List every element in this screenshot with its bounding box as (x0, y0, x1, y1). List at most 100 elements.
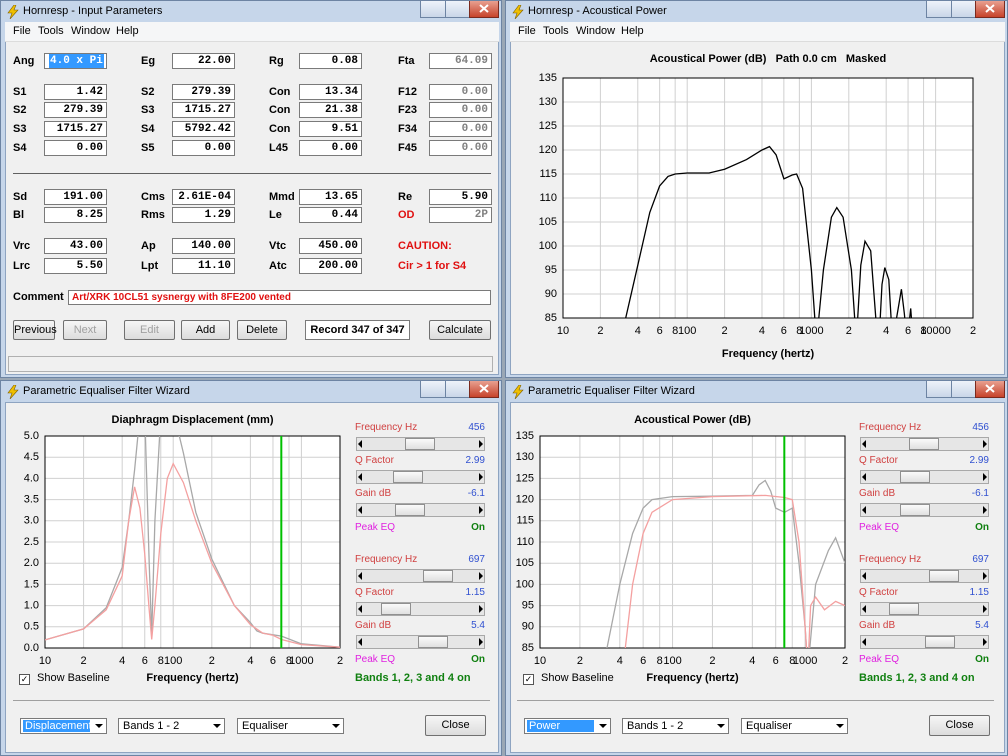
slider[interactable] (356, 635, 485, 649)
field-input[interactable]: 2P (429, 207, 492, 223)
button[interactable]: Next (63, 320, 107, 340)
dropdown[interactable]: Bands 1 - 2 (622, 718, 729, 734)
slider-arrow[interactable] (862, 473, 866, 481)
close-button[interactable] (469, 381, 499, 398)
slider-arrow[interactable] (983, 473, 987, 481)
maximize-button[interactable] (445, 1, 470, 18)
checkbox[interactable]: ✓ (19, 674, 30, 685)
slider-thumb[interactable] (418, 636, 449, 648)
slider-arrow[interactable] (862, 506, 866, 514)
field-input[interactable]: 2.61E-04 (172, 189, 235, 205)
field-input[interactable]: 279.39 (44, 102, 107, 118)
slider-arrow[interactable] (479, 506, 483, 514)
slider-arrow[interactable] (983, 638, 987, 646)
checkbox-label[interactable]: Show Baseline (37, 672, 110, 684)
menu-item[interactable]: Help (621, 25, 644, 37)
slider-thumb[interactable] (395, 504, 425, 516)
field-input[interactable]: 1715.27 (172, 102, 235, 118)
slider-arrow[interactable] (983, 605, 987, 613)
menu-item[interactable]: Window (71, 25, 111, 37)
field-input[interactable]: 21.38 (299, 102, 362, 118)
button[interactable]: Calculate (429, 320, 491, 340)
menu-item[interactable]: Tools (543, 25, 569, 37)
slider-thumb[interactable] (888, 603, 919, 615)
maximize-button[interactable] (951, 381, 976, 398)
slider-arrow[interactable] (358, 572, 362, 580)
dropdown[interactable]: Power (524, 718, 611, 734)
slider-thumb[interactable] (423, 570, 453, 582)
slider-arrow[interactable] (983, 572, 987, 580)
slider-arrow[interactable] (358, 440, 362, 448)
field-input[interactable]: 64.09 (429, 53, 492, 69)
dropdown-arrow[interactable] (599, 724, 607, 728)
menu-item[interactable]: Tools (38, 25, 64, 37)
dropdown[interactable]: Displacement (20, 718, 107, 734)
slider-arrow[interactable] (358, 506, 362, 514)
minimize-button[interactable] (926, 381, 952, 398)
slider-thumb[interactable] (393, 471, 424, 483)
slider[interactable] (860, 470, 989, 484)
button[interactable]: Close (425, 715, 486, 736)
maximize-button[interactable] (445, 381, 470, 398)
slider[interactable] (860, 569, 989, 583)
field-input[interactable]: 8.25 (44, 207, 107, 223)
comment-input[interactable]: Art/XRK 10CL51 sysnergy with 8FE200 vent… (68, 290, 491, 305)
slider[interactable] (860, 635, 989, 649)
slider-thumb[interactable] (925, 636, 956, 648)
slider-arrow[interactable] (479, 473, 483, 481)
close-button[interactable] (469, 1, 499, 18)
slider-thumb[interactable] (899, 504, 930, 516)
field-input[interactable]: 0.00 (172, 140, 235, 156)
field-input[interactable]: 1.29 (172, 207, 235, 223)
button[interactable]: Delete (237, 320, 287, 340)
slider[interactable] (356, 437, 485, 451)
minimize-button[interactable] (420, 1, 446, 18)
maximize-button[interactable] (951, 1, 976, 18)
menu-item[interactable]: Help (116, 25, 139, 37)
button[interactable]: Close (929, 715, 990, 736)
field-input[interactable]: 200.00 (299, 258, 362, 274)
field-input[interactable]: 0.00 (429, 121, 492, 137)
checkbox-label[interactable]: Show Baseline (541, 672, 614, 684)
slider[interactable] (356, 602, 485, 616)
checkbox[interactable]: ✓ (523, 674, 534, 685)
field-input[interactable]: 0.08 (299, 53, 362, 69)
field-input[interactable]: 140.00 (172, 238, 235, 254)
dropdown-arrow[interactable] (836, 724, 844, 728)
button[interactable]: Previous (13, 320, 57, 340)
field-input[interactable]: 9.51 (299, 121, 362, 137)
field-input[interactable]: 5792.42 (172, 121, 235, 137)
slider-arrow[interactable] (983, 506, 987, 514)
field-input[interactable]: 191.00 (44, 189, 107, 205)
slider-thumb[interactable] (404, 438, 435, 450)
slider-arrow[interactable] (358, 473, 362, 481)
slider[interactable] (356, 569, 485, 583)
slider-arrow[interactable] (358, 638, 362, 646)
slider-arrow[interactable] (479, 638, 483, 646)
dropdown-arrow[interactable] (213, 724, 221, 728)
dropdown-arrow[interactable] (332, 724, 340, 728)
slider[interactable] (860, 437, 989, 451)
minimize-button[interactable] (420, 381, 446, 398)
field-input[interactable]: 1.42 (44, 84, 107, 100)
field-input[interactable]: 43.00 (44, 238, 107, 254)
button[interactable]: Edit (124, 320, 175, 340)
field-input[interactable]: 0.00 (44, 140, 107, 156)
field-input[interactable]: 5.50 (44, 258, 107, 274)
field-input[interactable]: 0.00 (299, 140, 362, 156)
slider-arrow[interactable] (983, 440, 987, 448)
field-input[interactable]: 279.39 (172, 84, 235, 100)
menu-item[interactable]: File (13, 25, 31, 37)
slider[interactable] (860, 503, 989, 517)
field-input[interactable]: 0.44 (299, 207, 362, 223)
dropdown-arrow[interactable] (717, 724, 725, 728)
dropdown[interactable]: Equaliser (237, 718, 344, 734)
slider[interactable] (356, 503, 485, 517)
menu-item[interactable]: Window (576, 25, 616, 37)
field-input[interactable]: 13.65 (299, 189, 362, 205)
field-input[interactable]: 22.00 (172, 53, 235, 69)
slider-thumb[interactable] (899, 471, 930, 483)
field-input[interactable]: 0.00 (429, 84, 492, 100)
slider-arrow[interactable] (862, 638, 866, 646)
field-input[interactable]: 450.00 (299, 238, 362, 254)
